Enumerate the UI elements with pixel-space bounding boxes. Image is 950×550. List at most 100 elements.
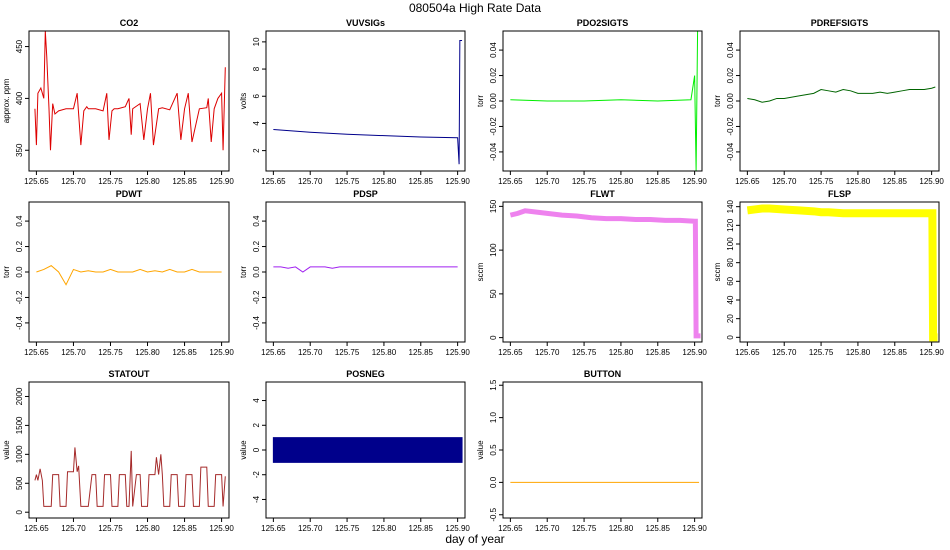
- x-tick-label: 125.75: [572, 177, 597, 186]
- y-tick-label: 6: [252, 93, 261, 98]
- y-tick-label: 0.02: [726, 67, 735, 83]
- x-tick-label: 125.90: [209, 348, 234, 357]
- line-series: [36, 265, 222, 286]
- panel-title: STATOUT: [109, 369, 150, 379]
- area-series: [272, 437, 463, 463]
- x-tick-label: 125.85: [409, 348, 434, 357]
- x-tick-label: 125.70: [298, 177, 323, 186]
- y-tick-label: 60: [726, 276, 735, 285]
- panel-pdo2sigts: PDO2SIGTS 125.65 125.70 125.75 125.80 125.85 1…: [476, 18, 707, 186]
- y-tick-label: -0.2: [252, 290, 261, 304]
- x-tick-label: 125.80: [372, 524, 397, 533]
- y-tick-label: 0.00: [489, 93, 498, 109]
- y-tick-label: 450: [15, 39, 24, 53]
- data-layer: [36, 265, 222, 286]
- y-tick-label: 400: [15, 91, 24, 105]
- y-tick-label: 20: [726, 314, 735, 323]
- x-tick-label: 125.80: [135, 177, 160, 186]
- x-tick-label: 125.70: [298, 348, 323, 357]
- x-tick-label: 125.90: [209, 177, 234, 186]
- y-axis-label: torr: [476, 95, 485, 107]
- panel-button: BUTTON 125.65 125.70 125.75 125.80 125.85 125.…: [476, 369, 707, 533]
- panel-title: PDREFSIGTS: [811, 18, 869, 28]
- y-tick-label: 150: [489, 199, 498, 213]
- y-tick-label: 2: [252, 148, 261, 153]
- x-tick-label: 125.90: [919, 177, 944, 186]
- y-tick-label: 100: [489, 243, 498, 257]
- x-tick-label: 125.70: [61, 524, 86, 533]
- x-tick-label: 125.85: [409, 524, 434, 533]
- y-tick-label: 0.0: [252, 266, 261, 278]
- x-tick-label: 125.75: [572, 348, 597, 357]
- x-tick-label: 125.75: [335, 177, 360, 186]
- data-layer: [509, 208, 701, 339]
- panel-title: VUVSIGs: [346, 18, 385, 28]
- data-layer: [273, 40, 463, 165]
- y-tick-label: -0.02: [726, 117, 735, 136]
- y-tick-label: 50: [489, 289, 498, 298]
- y-tick-label: 2000: [15, 387, 24, 405]
- y-tick-label: 10: [252, 37, 261, 46]
- line-series: [273, 40, 463, 165]
- x-tick-label: 125.90: [682, 177, 707, 186]
- x-tick-label: 125.90: [445, 524, 470, 533]
- x-tick-label: 125.80: [609, 348, 634, 357]
- panel-posneg: POSNEG 125.65 125.70 125.75 125.80 125.85 125.…: [239, 369, 470, 533]
- y-tick-label: -0.5: [489, 507, 498, 521]
- figure-title: 080504a High Rate Data: [408, 1, 542, 15]
- plot-frame: [28, 381, 230, 519]
- y-tick-label: 1.5: [489, 379, 498, 391]
- x-tick-label: 125.70: [772, 177, 797, 186]
- data-layer: [272, 437, 463, 463]
- y-tick-label: 0.2: [15, 240, 24, 252]
- line-series: [746, 204, 938, 342]
- x-tick-label: 125.65: [24, 177, 49, 186]
- x-tick-label: 125.80: [135, 348, 160, 357]
- line-series: [34, 31, 226, 151]
- y-tick-label: 500: [15, 476, 24, 490]
- data-layer: [34, 447, 226, 507]
- x-tick-label: 125.90: [209, 524, 234, 533]
- y-tick-label: 0.0: [489, 476, 498, 488]
- y-axis-label: sccm: [713, 262, 722, 281]
- x-tick-label: 125.75: [335, 348, 360, 357]
- y-tick-label: 350: [15, 143, 24, 157]
- panel-flwt: FLWT 125.65 125.70 125.75 125.80 125.85 125.90…: [476, 189, 707, 357]
- data-layer: [747, 86, 936, 103]
- y-tick-label: 80: [726, 258, 735, 267]
- panel-pdsp: PDSP 125.65 125.70 125.75 125.80 125.85 125.90…: [239, 189, 470, 357]
- x-tick-label: 125.75: [809, 348, 834, 357]
- plot-frame: [502, 201, 703, 343]
- x-tick-label: 125.85: [646, 177, 671, 186]
- x-tick-label: 125.80: [372, 348, 397, 357]
- x-tick-label: 125.80: [846, 177, 871, 186]
- x-tick-label: 125.80: [846, 348, 871, 357]
- y-tick-label: 140: [726, 199, 735, 213]
- y-tick-label: 0.04: [726, 42, 735, 58]
- y-tick-label: 120: [726, 218, 735, 232]
- panel-title: FLSP: [828, 189, 851, 199]
- x-tick-label: 125.85: [172, 177, 197, 186]
- x-tick-label: 125.75: [809, 177, 834, 186]
- x-tick-label: 125.90: [682, 348, 707, 357]
- y-tick-label: 0.4: [15, 215, 24, 227]
- plot-frame: [265, 201, 466, 343]
- x-tick-label: 125.90: [682, 524, 707, 533]
- y-tick-label: 100: [726, 237, 735, 251]
- y-tick-label: -0.04: [489, 142, 498, 161]
- x-tick-label: 125.90: [445, 177, 470, 186]
- x-tick-label: 125.85: [883, 348, 908, 357]
- x-tick-label: 125.90: [919, 348, 944, 357]
- plot-frame: [265, 30, 466, 172]
- line-series: [510, 31, 699, 171]
- y-tick-label: -0.4: [252, 315, 261, 329]
- x-tick-label: 125.75: [98, 348, 123, 357]
- y-tick-label: -0.04: [726, 142, 735, 161]
- y-tick-label: 4: [252, 398, 261, 403]
- x-tick-label: 125.85: [646, 524, 671, 533]
- y-tick-label: 1000: [15, 445, 24, 463]
- line-series: [747, 86, 936, 103]
- x-tick-label: 125.65: [498, 348, 523, 357]
- y-tick-label: 0.04: [489, 42, 498, 58]
